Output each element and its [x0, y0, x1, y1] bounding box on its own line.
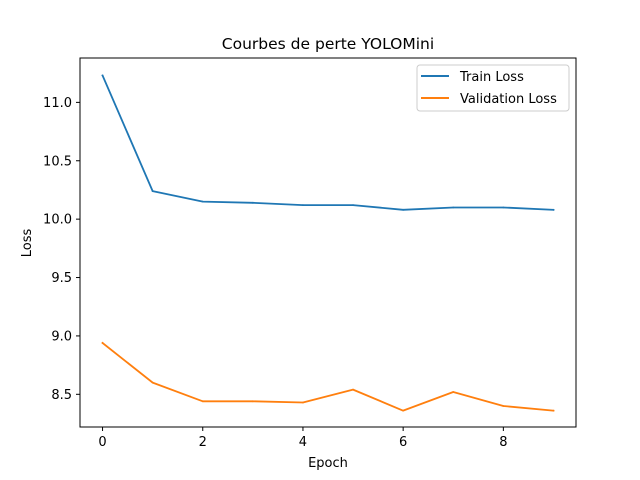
data-point-train-loss	[402, 208, 405, 211]
y-tick-label: 10.0	[43, 213, 72, 228]
x-tick-label: 4	[299, 435, 307, 450]
x-tick-label: 2	[199, 435, 207, 450]
data-point-validation-loss	[402, 409, 405, 412]
data-point-train-loss	[352, 204, 354, 207]
legend-label-validation-loss: Validation Loss	[460, 92, 557, 107]
data-point-train-loss	[251, 201, 254, 204]
data-point-train-loss	[552, 208, 555, 211]
y-axis-title: Loss	[20, 229, 35, 258]
series-layer	[101, 74, 555, 412]
x-tick-label: 8	[499, 435, 507, 450]
data-point-train-loss	[201, 200, 204, 203]
plot-frame	[79, 57, 577, 428]
legend-frame	[416, 64, 570, 112]
data-point-train-loss	[452, 206, 455, 209]
data-point-validation-loss	[251, 400, 254, 403]
x-tick-label: 0	[98, 435, 106, 450]
chart-title: Courbes de perte YOLOMini	[222, 35, 434, 53]
y-tick-label: 10.5	[43, 154, 72, 169]
x-axis-title: Epoch	[308, 456, 348, 471]
y-tick-label: 11.0	[43, 96, 72, 111]
x-tick-label: 6	[399, 435, 407, 450]
series-line-validation-loss	[101, 341, 555, 412]
data-point-validation-loss	[552, 409, 555, 412]
y-tick-label: 9.5	[51, 271, 72, 286]
data-point-validation-loss	[352, 388, 354, 391]
data-point-validation-loss	[302, 401, 304, 404]
y-axis: 8.5 9.0 9.5 10.0 10.5 11.0	[43, 96, 80, 403]
y-tick-label: 9.0	[51, 329, 72, 344]
data-point-train-loss	[151, 190, 154, 193]
x-axis: 0 2 4 6 8	[98, 427, 507, 450]
data-point-validation-loss	[502, 405, 505, 407]
plot-area	[80, 58, 576, 427]
y-tick-label: 8.5	[51, 388, 72, 403]
legend-label-train-loss: Train Loss	[459, 70, 524, 85]
legend: Train Loss Validation Loss	[416, 64, 570, 112]
data-point-validation-loss	[151, 381, 154, 384]
data-point-validation-loss	[201, 400, 204, 403]
data-point-train-loss	[302, 204, 304, 207]
data-point-train-loss	[502, 206, 505, 209]
data-point-train-loss	[101, 74, 104, 77]
series-line-train-loss	[101, 74, 555, 211]
data-point-validation-loss	[101, 342, 104, 344]
data-point-validation-loss	[452, 391, 455, 393]
